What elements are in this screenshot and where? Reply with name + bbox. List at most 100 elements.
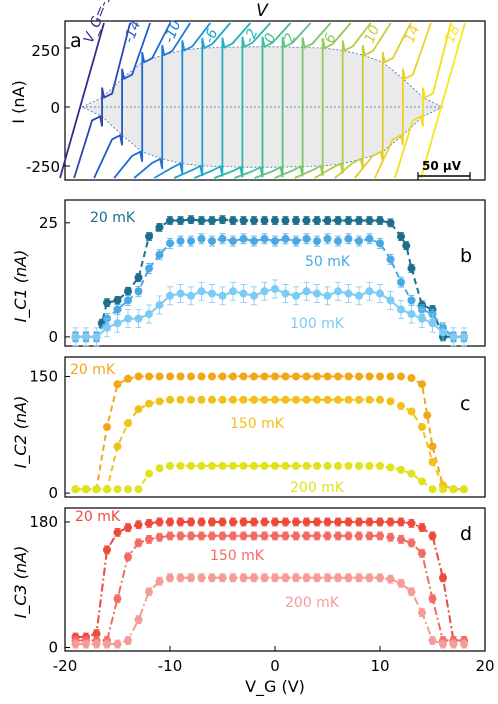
iv-curve <box>420 22 466 179</box>
data-point <box>176 531 185 540</box>
data-point <box>386 372 395 381</box>
iv-curve <box>59 22 105 179</box>
data-point <box>407 407 416 416</box>
data-point <box>397 402 405 410</box>
data-point <box>271 216 279 225</box>
data-point <box>250 573 258 582</box>
panel-a-curves <box>59 22 466 179</box>
data-point <box>376 239 384 248</box>
data-point <box>376 531 384 540</box>
data-point <box>103 640 111 649</box>
data-point <box>208 237 216 246</box>
data-point <box>355 237 363 246</box>
data-point <box>281 573 290 582</box>
data-point <box>334 395 342 404</box>
data-point <box>113 485 122 494</box>
data-point <box>239 216 248 225</box>
data-point <box>439 328 447 337</box>
gate-label: -6 <box>201 26 221 45</box>
data-point <box>250 291 258 300</box>
xtick-label: -10 <box>158 657 183 675</box>
iv-curve <box>274 22 332 179</box>
panel-b-yticks: 25 0 <box>39 214 70 346</box>
gate-label: -2 <box>241 26 261 45</box>
series-line <box>75 398 464 491</box>
data-point <box>103 545 111 554</box>
data-point <box>397 372 405 381</box>
gate-label: 18 <box>442 23 464 46</box>
data-point <box>302 234 311 243</box>
data-point <box>176 395 185 404</box>
data-point <box>176 517 185 526</box>
panel-d-series: 20 mK 150 mK 200 mK <box>71 509 468 649</box>
data-point <box>134 405 143 414</box>
iv-curve <box>314 22 372 179</box>
data-point <box>229 461 237 470</box>
iv-curve <box>394 22 452 179</box>
data-point <box>71 332 80 341</box>
series-2: 200 mK <box>71 573 468 649</box>
data-point <box>260 372 269 381</box>
data-point <box>313 216 321 225</box>
data-point <box>355 573 363 582</box>
data-point <box>229 216 237 225</box>
data-point <box>208 531 216 540</box>
data-point <box>145 399 153 408</box>
data-point <box>407 296 416 305</box>
data-point <box>113 305 122 314</box>
panel-c-letter: c <box>460 393 470 415</box>
panel-b-frame <box>64 199 486 347</box>
data-point <box>134 485 143 494</box>
data-point <box>323 573 332 582</box>
data-point <box>176 289 185 298</box>
data-point <box>397 465 405 474</box>
data-point <box>355 395 363 404</box>
data-point <box>134 287 143 296</box>
data-point <box>292 517 300 526</box>
data-point <box>250 216 258 225</box>
data-point <box>271 284 279 293</box>
data-point <box>208 461 216 470</box>
data-point <box>365 372 374 381</box>
data-point <box>166 461 174 470</box>
data-point <box>208 395 216 404</box>
data-point <box>292 216 300 225</box>
data-point <box>218 517 227 526</box>
data-point <box>402 241 411 250</box>
data-point <box>187 215 195 224</box>
series-label: 200 mK <box>285 595 340 611</box>
data-point <box>134 273 143 282</box>
data-point <box>197 531 206 540</box>
data-point <box>271 237 279 246</box>
data-point <box>281 517 290 526</box>
data-point <box>218 531 227 540</box>
series-label: 100 mK <box>290 316 345 332</box>
panel-c-frame <box>64 356 486 498</box>
data-point <box>134 372 143 381</box>
data-point <box>397 305 405 314</box>
series-2: 100 mK <box>71 279 468 347</box>
data-point <box>386 397 395 406</box>
data-point <box>302 461 311 470</box>
data-point <box>250 395 258 404</box>
data-point <box>302 287 311 296</box>
data-point <box>407 519 416 528</box>
data-point <box>376 289 384 298</box>
data-point <box>365 287 374 296</box>
data-point <box>124 485 132 494</box>
data-point <box>302 517 311 526</box>
data-point <box>229 573 237 582</box>
data-point <box>260 517 269 526</box>
data-point <box>355 372 363 381</box>
data-point <box>239 289 248 298</box>
data-point <box>113 442 122 451</box>
data-point <box>355 216 363 225</box>
data-point <box>344 395 353 404</box>
data-point <box>281 395 290 404</box>
panel-a-ytick-0: 0 <box>50 99 60 117</box>
data-point <box>397 278 405 287</box>
data-point <box>418 523 426 532</box>
panel-a-letter: a <box>70 30 82 52</box>
